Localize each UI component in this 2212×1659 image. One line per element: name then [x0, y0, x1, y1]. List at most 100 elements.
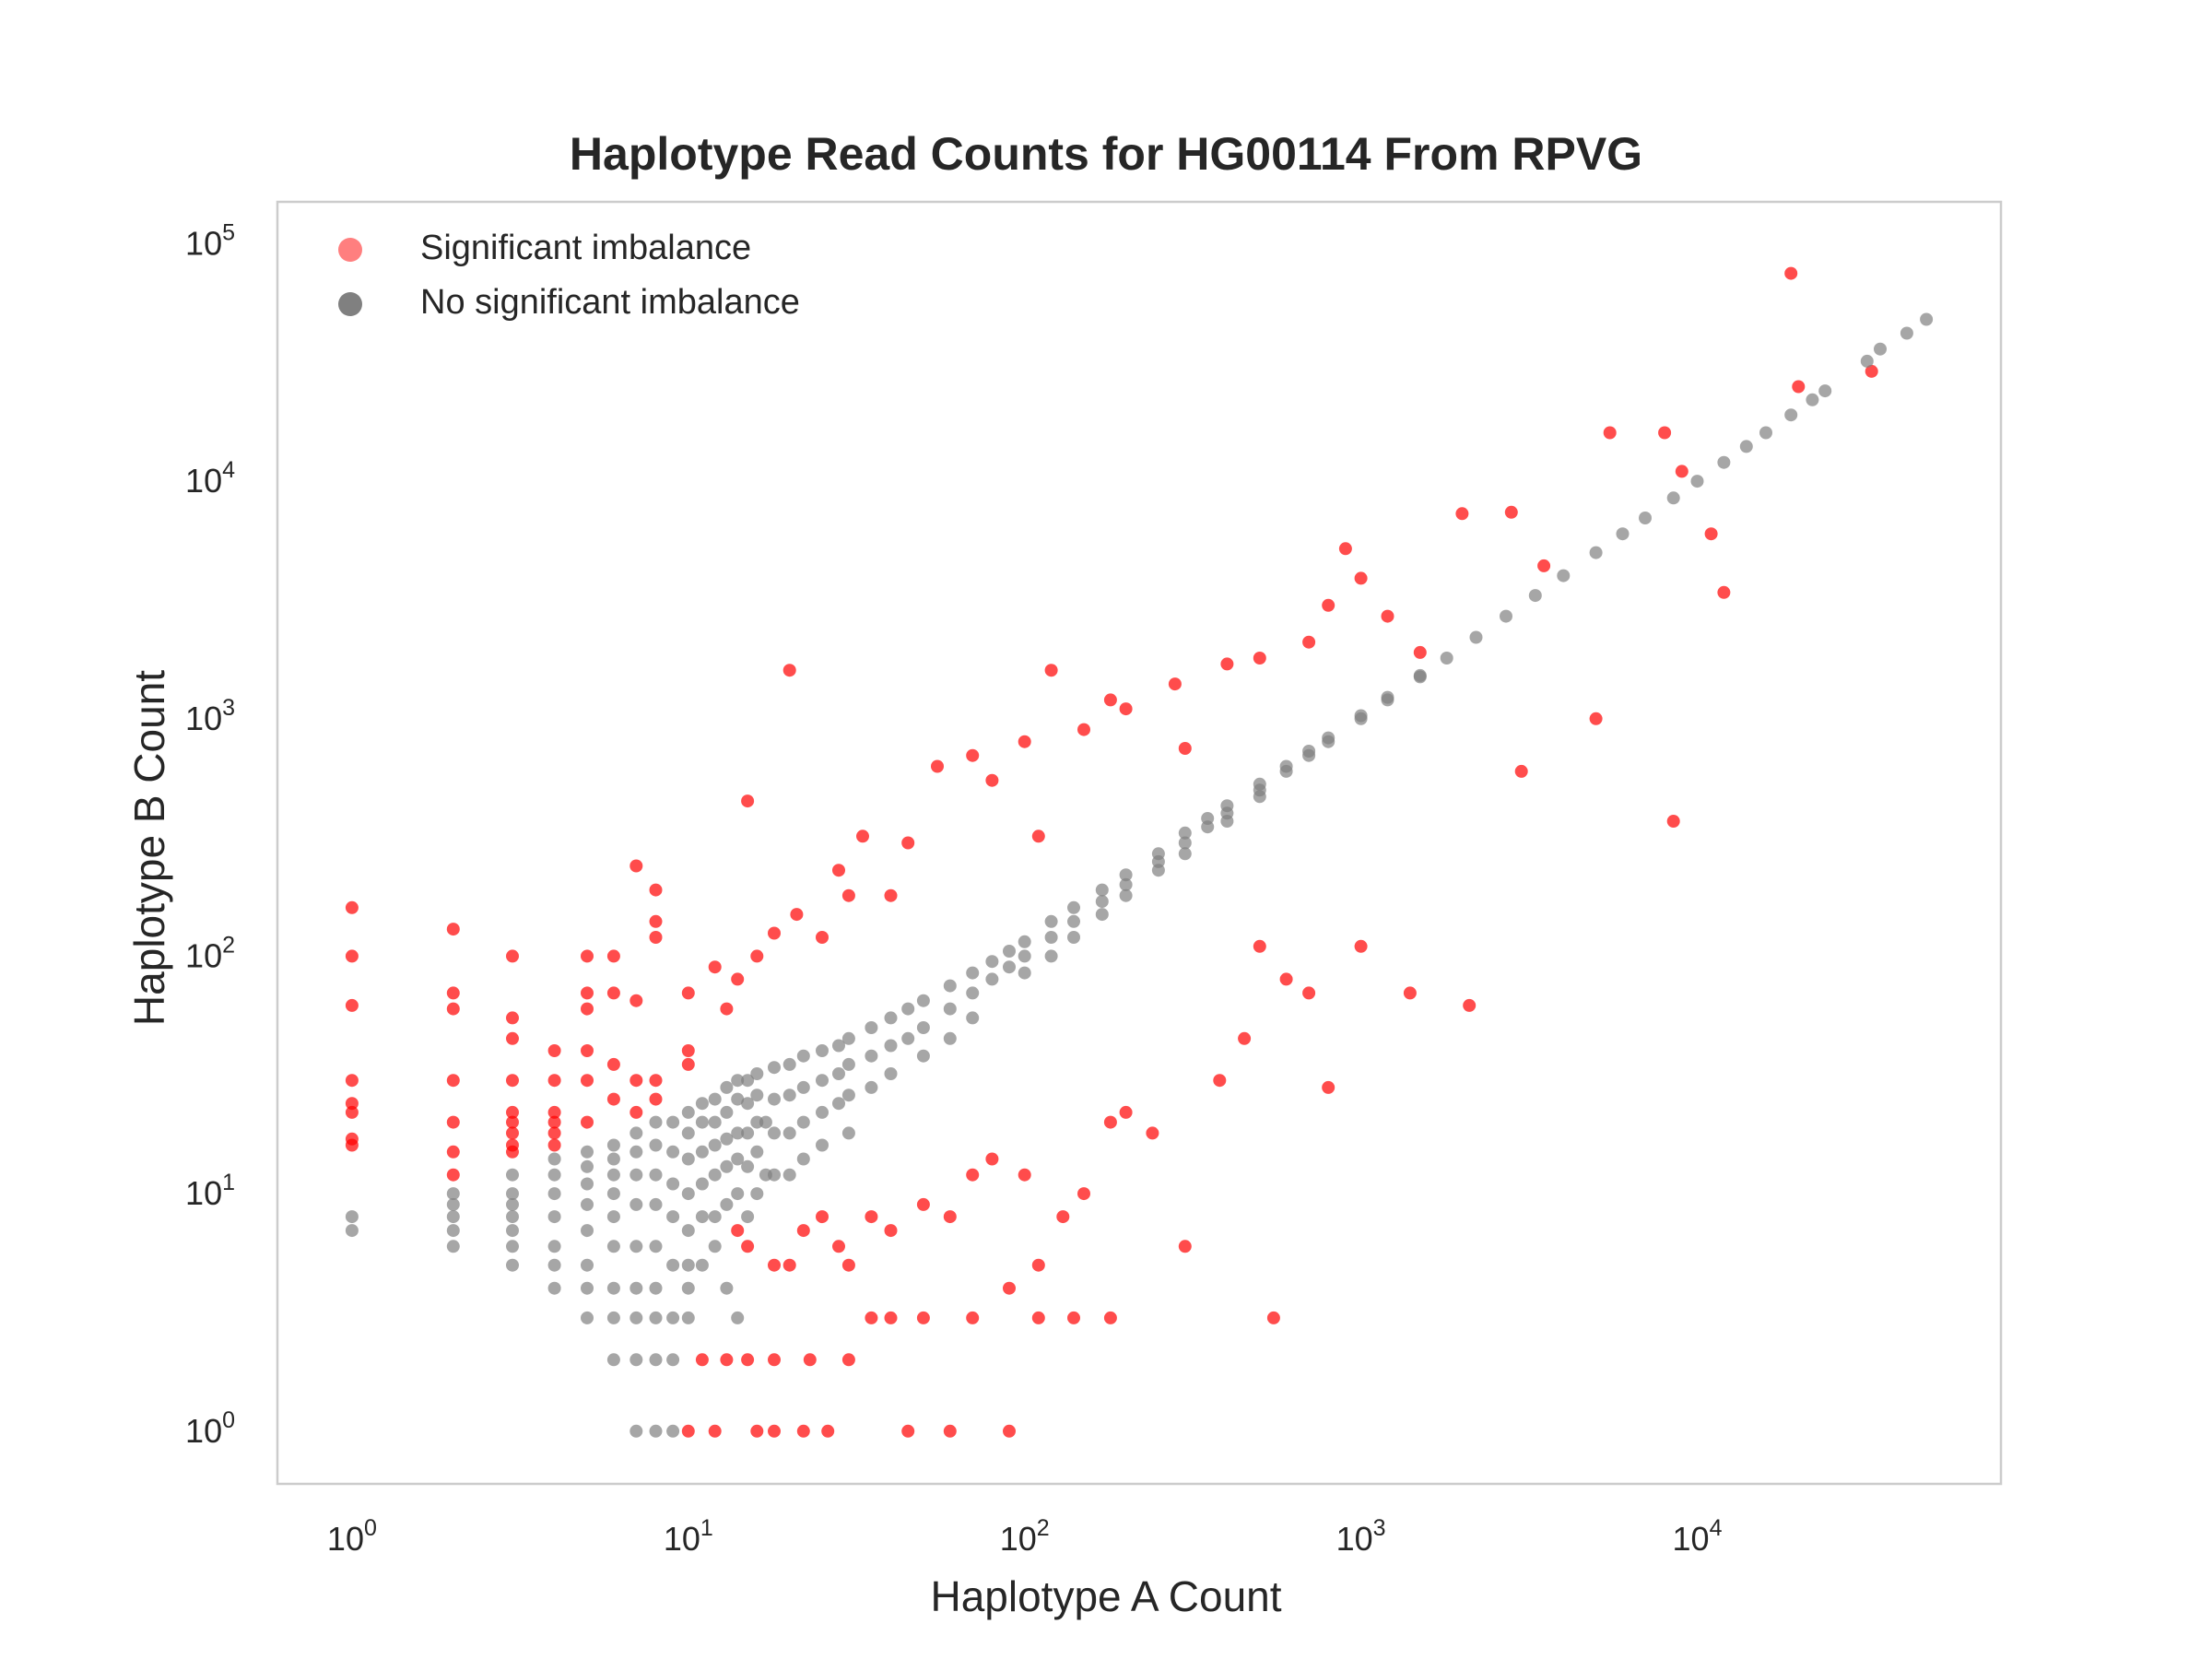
point-non-significant-40 — [629, 1168, 643, 1182]
point-non-significant-50 — [649, 1197, 663, 1211]
point-significant-123 — [1302, 986, 1316, 1000]
y-axis-ticks: 100 101 102 103 104 105 — [185, 219, 235, 1449]
point-non-significant-45 — [629, 1353, 643, 1367]
point-significant-97 — [731, 1224, 745, 1238]
point-non-significant-164 — [1119, 868, 1133, 882]
point-non-significant-158 — [1067, 900, 1080, 914]
point-significant-80 — [1302, 635, 1316, 649]
point-significant-18 — [506, 1074, 519, 1088]
y-tick-label-2: 102 — [185, 932, 235, 974]
y-tick-label-3: 103 — [185, 695, 235, 737]
point-non-significant-112 — [782, 1057, 796, 1071]
point-significant-151 — [901, 1424, 915, 1438]
point-non-significant-78 — [708, 1092, 722, 1106]
point-non-significant-180 — [1253, 790, 1266, 804]
point-significant-62 — [832, 864, 845, 877]
point-non-significant-9 — [506, 1197, 519, 1211]
point-non-significant-202 — [1690, 475, 1704, 488]
point-significant-109 — [966, 1168, 980, 1182]
point-non-significant-124 — [832, 1039, 845, 1053]
point-significant-101 — [796, 1224, 810, 1238]
point-non-significant-154 — [1018, 966, 1031, 980]
x-tick-label-0: 100 — [327, 1515, 377, 1558]
point-non-significant-169 — [1151, 864, 1165, 877]
point-non-significant-128 — [841, 1057, 855, 1071]
point-significant-63 — [841, 888, 855, 902]
point-non-significant-149 — [985, 972, 999, 986]
point-non-significant-42 — [629, 1240, 643, 1253]
point-non-significant-133 — [865, 1080, 878, 1094]
point-non-significant-71 — [681, 1311, 695, 1324]
point-significant-147 — [750, 1424, 764, 1438]
point-non-significant-211 — [1900, 326, 1913, 340]
y-tick-label-1: 101 — [185, 1170, 235, 1212]
legend-label-non-significant: No significant imbalance — [420, 283, 800, 322]
point-non-significant-26 — [581, 1258, 594, 1272]
point-non-significant-48 — [649, 1138, 663, 1152]
point-significant-49 — [681, 986, 695, 1000]
point-significant-5 — [345, 1105, 359, 1119]
point-non-significant-93 — [731, 1152, 745, 1166]
point-non-significant-212 — [1920, 312, 1934, 326]
point-non-significant-49 — [649, 1168, 663, 1182]
point-non-significant-85 — [720, 1105, 734, 1119]
point-significant-24 — [547, 1044, 561, 1057]
point-non-significant-67 — [681, 1187, 695, 1201]
point-non-significant-6 — [446, 1240, 460, 1253]
point-significant-74 — [1103, 693, 1117, 707]
point-non-significant-36 — [606, 1311, 620, 1324]
point-non-significant-18 — [547, 1240, 561, 1253]
point-non-significant-83 — [708, 1240, 722, 1253]
point-significant-27 — [547, 1115, 561, 1129]
point-significant-78 — [1220, 657, 1234, 671]
point-significant-81 — [1322, 598, 1335, 612]
point-non-significant-20 — [547, 1281, 561, 1295]
point-significant-9 — [446, 986, 460, 1000]
point-significant-32 — [581, 1002, 594, 1016]
point-non-significant-4 — [446, 1210, 460, 1224]
point-significant-45 — [649, 914, 663, 928]
point-non-significant-15 — [547, 1168, 561, 1182]
point-non-significant-196 — [1528, 589, 1542, 603]
point-non-significant-34 — [606, 1240, 620, 1253]
point-non-significant-12 — [506, 1240, 519, 1253]
point-significant-2 — [345, 998, 359, 1012]
point-non-significant-206 — [1784, 408, 1798, 422]
point-significant-130 — [1666, 815, 1680, 828]
point-significant-96 — [1865, 364, 1878, 378]
point-significant-88 — [1537, 559, 1551, 572]
point-non-significant-84 — [720, 1080, 734, 1094]
point-significant-57 — [750, 949, 764, 963]
point-non-significant-5 — [446, 1224, 460, 1238]
point-non-significant-75 — [695, 1177, 709, 1191]
point-significant-48 — [649, 1092, 663, 1106]
point-significant-118 — [1178, 1240, 1192, 1253]
point-significant-90 — [1658, 426, 1672, 440]
point-significant-104 — [841, 1258, 855, 1272]
point-non-significant-24 — [581, 1197, 594, 1211]
point-non-significant-166 — [1119, 888, 1133, 902]
point-non-significant-118 — [796, 1115, 810, 1129]
point-non-significant-28 — [581, 1311, 594, 1324]
point-non-significant-123 — [816, 1138, 829, 1152]
point-significant-15 — [506, 949, 519, 963]
point-significant-152 — [943, 1424, 957, 1438]
point-significant-4 — [345, 1097, 359, 1111]
point-significant-84 — [1381, 609, 1394, 623]
point-non-significant-151 — [1003, 960, 1016, 974]
point-significant-43 — [629, 1105, 643, 1119]
x-axis-label: Haplotype A Count — [930, 1572, 1282, 1620]
point-significant-150 — [821, 1424, 835, 1438]
point-non-significant-90 — [731, 1074, 745, 1088]
point-significant-50 — [681, 1044, 695, 1057]
point-significant-69 — [985, 773, 999, 787]
point-significant-103 — [832, 1240, 845, 1253]
point-non-significant-10 — [506, 1210, 519, 1224]
point-non-significant-195 — [1500, 609, 1512, 623]
point-non-significant-141 — [916, 1049, 930, 1063]
point-significant-120 — [1238, 1031, 1252, 1045]
point-significant-127 — [1463, 998, 1477, 1012]
point-significant-142 — [1031, 1311, 1045, 1324]
point-non-significant-89 — [720, 1281, 734, 1295]
